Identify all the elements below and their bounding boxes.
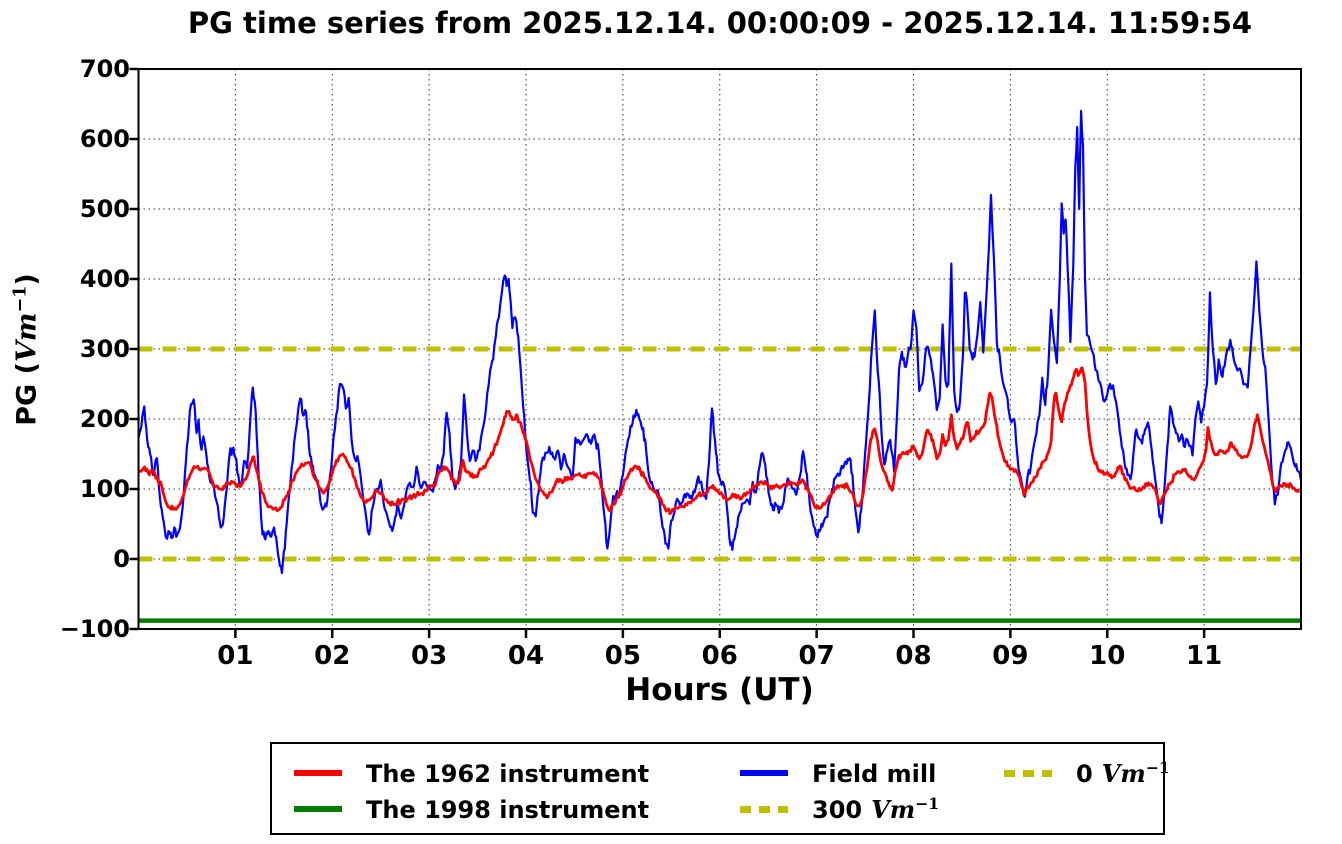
y-tick-label-500: 500: [79, 195, 130, 223]
legend-swatch-yellow-dashed-300: [740, 805, 788, 813]
legend-swatch-yellow-dashed-0: [1004, 769, 1052, 777]
legend-entry-field-mill: Field mill: [740, 758, 945, 788]
x-tick-label-04: 04: [507, 641, 545, 671]
legend: The 1962 instrument The 1998 instrument …: [270, 742, 1170, 835]
legend-entry-1962-instrument: The 1962 instrument: [294, 758, 658, 788]
x-tick-label-01: 01: [217, 641, 254, 671]
axis-ticks: [129, 67, 1206, 638]
y-tick-label-400: 400: [79, 265, 130, 293]
x-tick-label-06: 06: [701, 641, 738, 671]
x-tick-label-05: 05: [604, 641, 641, 671]
y-tick-label-0: 0: [113, 545, 130, 573]
x-tick-label-11: 11: [1186, 641, 1223, 671]
x-tick-label-03: 03: [411, 641, 448, 671]
x-axis-label: Hours (UT): [625, 672, 814, 708]
legend-entry-0-reference: 0 Vm−1: [1004, 758, 1170, 788]
y-tick-label-700: 700: [79, 55, 130, 83]
legend-swatch-blue-line: [740, 770, 788, 776]
legend-swatch-green-line: [294, 806, 342, 812]
series-the-1962-instrument: [138, 366, 1301, 516]
data-series: [138, 109, 1301, 623]
legend-entry-1998-instrument: The 1998 instrument: [294, 794, 658, 824]
legend-swatch-red-line: [294, 770, 342, 776]
x-tick-label-09: 09: [992, 641, 1029, 671]
y-tick-label-300: 300: [79, 335, 130, 363]
y-tick-label-600: 600: [79, 125, 130, 153]
chart-title: PG time series from 2025.12.14. 00:00:09…: [187, 6, 1253, 40]
y-tick-label-−100: −100: [59, 615, 130, 643]
x-tick-label-02: 02: [314, 641, 351, 671]
x-tick-label-10: 10: [1089, 641, 1126, 671]
x-tick-label-08: 08: [895, 641, 932, 671]
y-tick-label-100: 100: [79, 475, 130, 503]
x-tick-label-07: 07: [798, 641, 835, 671]
y-tick-label-200: 200: [79, 405, 130, 433]
legend-entry-300-reference: 300 Vm−1: [740, 794, 939, 824]
